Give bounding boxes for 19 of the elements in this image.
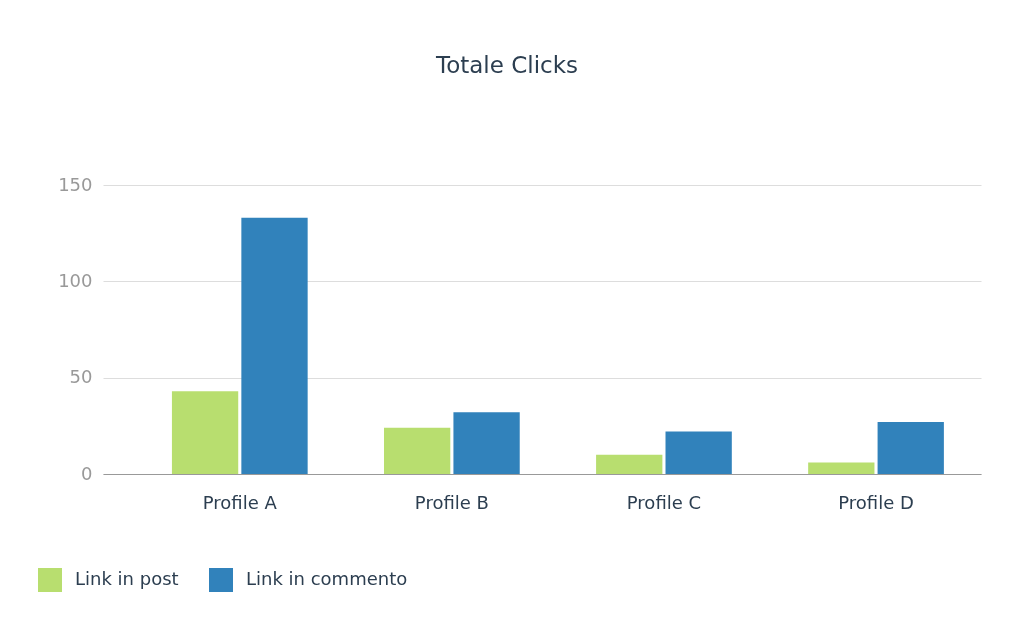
chart-title: Totale Clicks — [435, 52, 578, 78]
bar — [877, 421, 944, 474]
bar — [241, 217, 308, 474]
y-tick-label: 0 — [81, 462, 93, 484]
x-tick-label: Profile A — [202, 491, 278, 513]
bar — [171, 391, 239, 474]
bar — [596, 454, 663, 474]
x-tick-label: Profile C — [626, 491, 702, 513]
x-tick-label: Profile B — [414, 491, 489, 513]
x-tick-label: Profile D — [838, 491, 914, 513]
bar — [453, 412, 520, 474]
bar — [808, 462, 875, 474]
y-tick-label: 50 — [69, 366, 93, 388]
y-tick-label: 100 — [58, 269, 93, 291]
legend-label: Link in commento — [246, 568, 408, 589]
bar — [384, 427, 451, 474]
bar — [665, 431, 732, 474]
y-tick-label: 150 — [58, 173, 93, 195]
legend-label: Link in post — [75, 568, 179, 589]
